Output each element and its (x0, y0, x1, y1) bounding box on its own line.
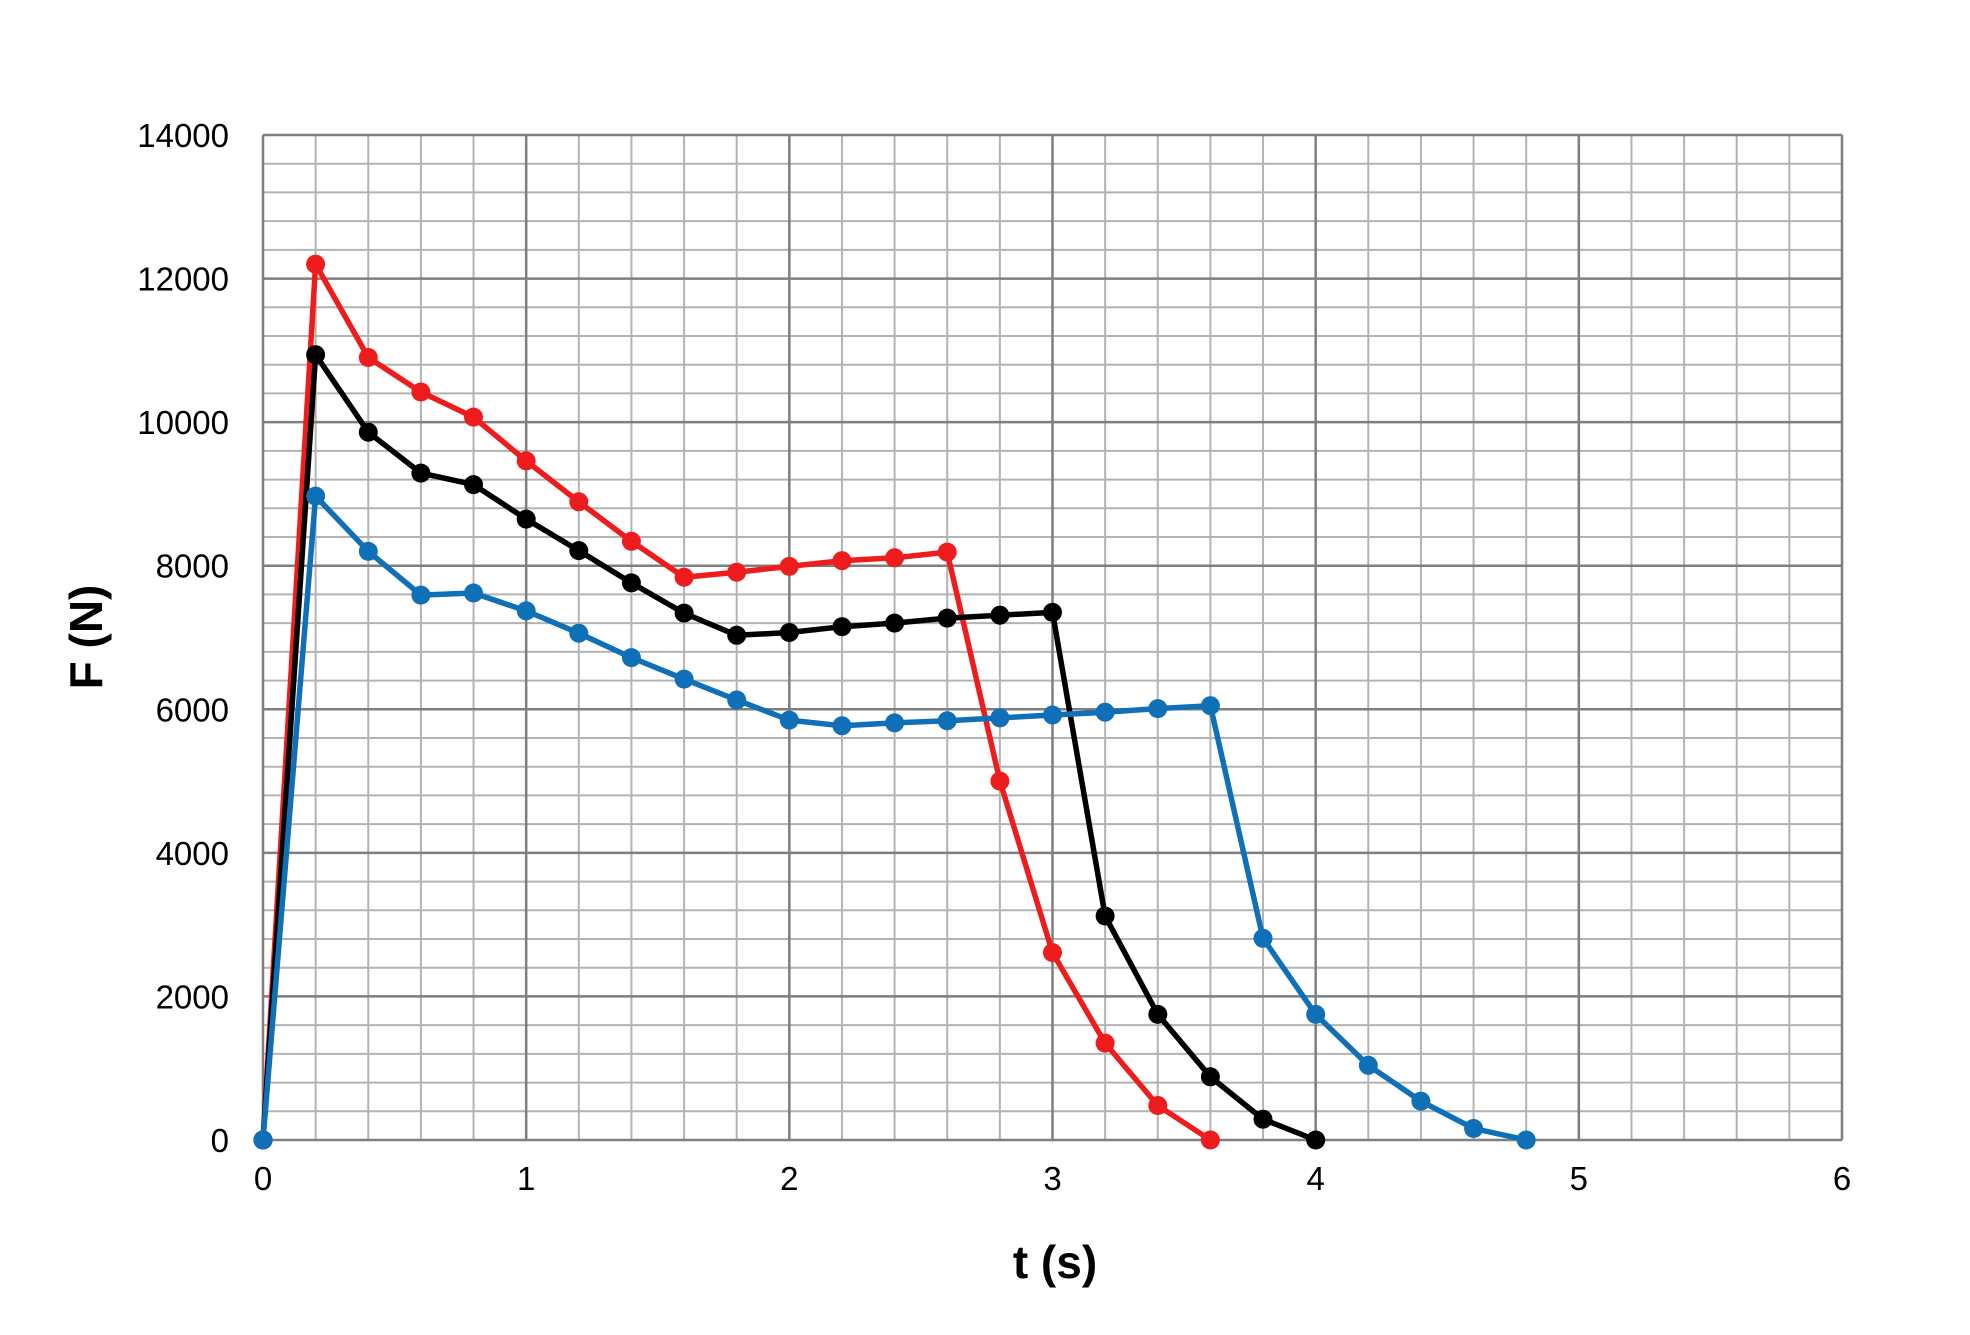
data-point (358, 348, 378, 367)
data-point (990, 771, 1010, 791)
data-point (411, 382, 431, 402)
data-point (1148, 1004, 1168, 1024)
y-tick-label: 10000 (137, 404, 229, 441)
data-point (832, 716, 852, 736)
data-point (621, 531, 641, 551)
data-point (516, 601, 536, 621)
data-point (569, 541, 589, 561)
data-point (779, 710, 799, 730)
data-point (1411, 1091, 1431, 1111)
x-tick-label: 4 (1306, 1160, 1324, 1197)
data-point (832, 551, 852, 571)
data-point (832, 617, 852, 637)
data-point (937, 711, 957, 731)
x-tick-label: 6 (1833, 1160, 1851, 1197)
data-point (1043, 943, 1062, 963)
data-point (306, 486, 326, 506)
tick-labels: 0 1 2 3 4 5 6 0 2000 4000 6000 8000 10000 12000 14000 (137, 117, 1851, 1197)
data-point (1200, 1067, 1220, 1087)
data-point (727, 562, 747, 582)
data-point (937, 542, 957, 562)
data-point (306, 254, 326, 274)
data-point (621, 573, 641, 593)
x-tick-label: 1 (517, 1160, 535, 1197)
data-point (464, 407, 483, 427)
y-tick-label: 14000 (137, 117, 229, 154)
data-point (253, 1130, 273, 1150)
y-tick-label: 2000 (156, 978, 229, 1015)
data-point (1095, 702, 1115, 722)
data-point (569, 623, 589, 643)
data-point (885, 713, 905, 733)
data-point (306, 345, 326, 365)
data-point (1200, 1130, 1220, 1150)
data-point (1306, 1130, 1326, 1150)
data-point (411, 585, 431, 605)
data-point (1148, 1096, 1168, 1115)
data-point (1043, 602, 1062, 622)
x-tick-label: 2 (780, 1160, 798, 1197)
data-point (885, 613, 905, 633)
data-point (569, 492, 589, 512)
x-axis-title: t (s) (1013, 1236, 1097, 1288)
data-point (1253, 1109, 1273, 1129)
data-point (779, 623, 799, 642)
y-tick-label: 0 (211, 1122, 229, 1159)
data-point (464, 475, 483, 495)
data-point (1464, 1119, 1484, 1138)
data-point (1253, 928, 1273, 948)
x-tick-label: 5 (1570, 1160, 1588, 1197)
x-tick-label: 3 (1043, 1160, 1061, 1197)
data-point (464, 583, 483, 603)
series-layer (253, 254, 1536, 1150)
data-point (358, 541, 378, 561)
series-3 (253, 486, 1536, 1150)
data-point (727, 625, 747, 645)
data-point (990, 708, 1010, 728)
data-point (937, 608, 957, 628)
data-point (411, 463, 431, 483)
x-tick-label: 0 (254, 1160, 272, 1197)
data-point (990, 605, 1010, 625)
data-point (885, 548, 905, 568)
data-point (1516, 1130, 1536, 1150)
data-point (1200, 696, 1220, 716)
data-point (1043, 705, 1062, 725)
data-point (674, 669, 694, 689)
data-point (516, 509, 536, 529)
data-point (674, 567, 694, 587)
data-point (1095, 1033, 1115, 1053)
y-axis-title: F (N) (60, 585, 112, 690)
data-point (358, 422, 378, 442)
data-point (779, 556, 799, 576)
data-point (621, 648, 641, 668)
y-tick-label: 6000 (156, 691, 229, 728)
y-tick-label: 12000 (137, 261, 229, 298)
data-point (727, 690, 747, 710)
data-point (516, 451, 536, 471)
data-point (1148, 699, 1168, 719)
data-point (1358, 1055, 1378, 1075)
data-point (674, 603, 694, 623)
data-point (1306, 1004, 1326, 1024)
y-tick-label: 4000 (156, 835, 229, 872)
data-point (1095, 906, 1115, 926)
y-tick-label: 8000 (156, 548, 229, 585)
